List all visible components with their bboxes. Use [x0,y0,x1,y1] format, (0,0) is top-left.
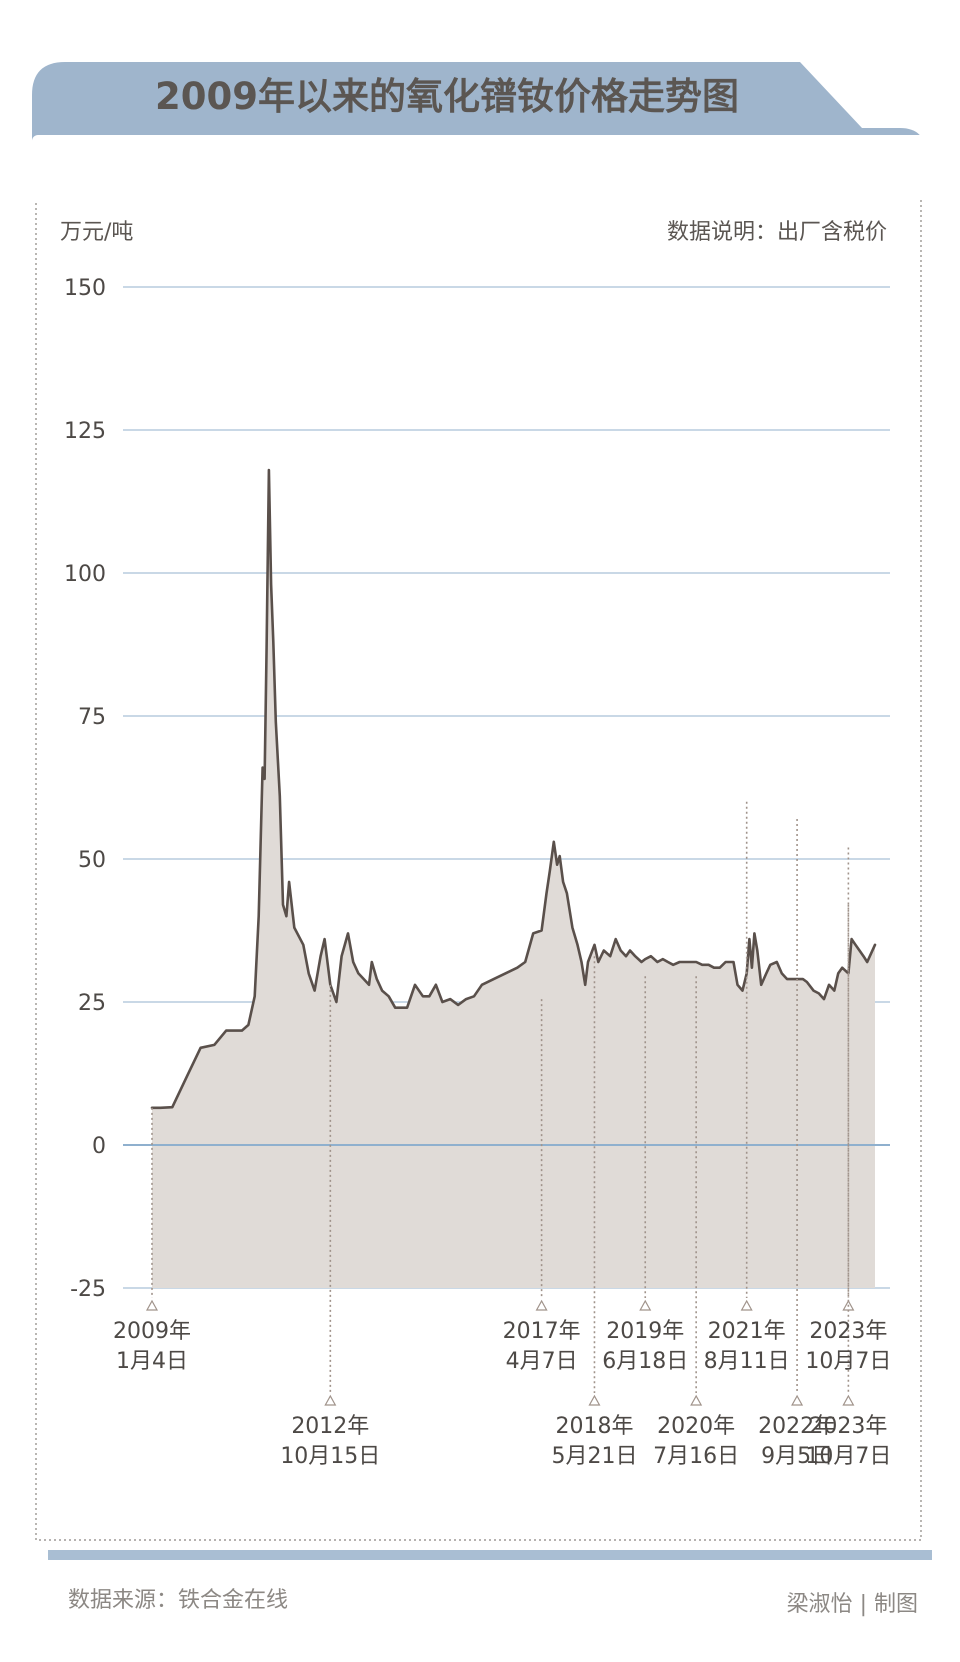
date-label-day: 10月7日 [805,1349,891,1374]
date-label-year: 2012年 [291,1414,369,1439]
date-label-day: 7月16日 [653,1444,739,1469]
y-tick-label: 125 [64,419,106,444]
y-tick-label: 100 [64,562,106,587]
data-note: 数据说明：出厂含税价 [667,220,887,245]
date-marker-triangle [791,1394,804,1406]
y-tick-label: 50 [78,848,106,873]
date-label-day: 8月11日 [704,1349,790,1374]
y-tick-label: 25 [78,991,106,1016]
date-marker-triangle [588,1394,601,1406]
date-label-day: 10月7日 [805,1444,891,1469]
price-line [150,468,877,1110]
date-marker-triangle [145,1299,159,1311]
date-label-year: 2022年 [758,1414,836,1439]
date-label-year: 2023年 [809,1414,887,1439]
panel-border [35,200,922,1541]
date-markers [145,801,855,1406]
y-tick-label: 150 [64,276,106,301]
date-marker-triangle [639,1299,652,1311]
y-tick-label: -25 [70,1277,106,1302]
date-marker-triangle [842,1394,855,1406]
date-label-year: 2020年 [657,1414,735,1439]
chart-title: 2009年以来的氧化镨钕价格走势图 [155,75,739,118]
date-label-year: 2023年 [809,1319,887,1344]
y-axis-unit: 万元/吨 [60,220,133,245]
y-tick-labels: 150 125 100 75 50 25 0 -25 [64,276,106,1302]
date-label-day: 9月5日 [761,1444,833,1469]
data-source: 数据来源：铁合金在线 [68,1588,288,1613]
date-marker-triangle [535,1299,548,1311]
y-tick-label: 0 [92,1134,106,1159]
date-marker-triangle [324,1394,337,1406]
date-label-day: 10月15日 [280,1444,380,1469]
date-marker-triangle [740,1299,753,1311]
date-label-day: 6月18日 [602,1349,688,1374]
date-label-year: 2017年 [503,1319,581,1344]
chart-credit: 梁淑怡 | 制图 [787,1592,918,1617]
date-label-year: 2009年 [113,1319,191,1344]
y-tick-label: 75 [78,705,106,730]
area-series [123,468,890,1288]
date-label-day: 4月7日 [506,1349,578,1374]
date-label-year: 2021年 [708,1319,786,1344]
panel-shadow [48,1550,932,1560]
date-label-year: 2019年 [606,1319,684,1344]
date-marker-triangle [690,1394,703,1406]
date-label-day: 5月21日 [551,1444,637,1469]
date-label-day: 1月4日 [116,1349,188,1374]
date-label-year: 2018年 [555,1414,633,1439]
date-labels: 2009年 1月4日 2012年 10月15日 2017年 4月7日 2018年 5月21日 2… [113,1319,891,1469]
price-area-fill [152,470,875,1288]
